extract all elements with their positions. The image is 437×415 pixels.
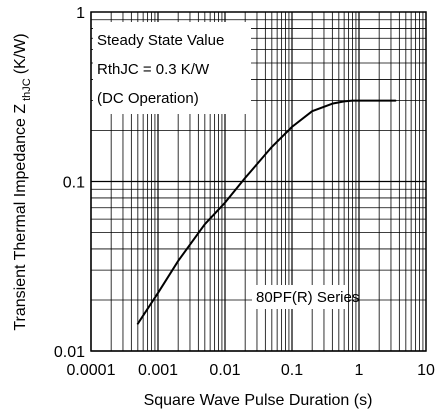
steady-state-box: [93, 22, 251, 114]
x-axis-title: Square Wave Pulse Duration (s): [144, 392, 373, 409]
dc-operation-annotation: (DC Operation): [97, 90, 199, 107]
x-tick-label: 0.001: [138, 362, 178, 379]
x-tick-label: 10: [417, 362, 435, 379]
plot-frame: [90, 11, 427, 352]
y-axis-title-subscript: thJC: [21, 78, 33, 101]
y-axis-title-unit: (K/W): [12, 33, 29, 74]
y-tick-label: 0.1: [63, 175, 85, 192]
series-line-0: [136, 99, 397, 325]
y-tick-labels: 0.01 0.1 1: [54, 5, 85, 361]
rthjc-annotation: RthJC = 0.3 K/W: [97, 61, 210, 78]
x-tick-label: 0.1: [281, 362, 303, 379]
x-tick-label: 0.01: [209, 362, 240, 379]
x-tick-labels: 0.0001 0.001 0.01 0.1 1 10: [67, 362, 435, 379]
series-label-box: [252, 285, 348, 309]
series-label: 80PF(R) Series: [256, 289, 359, 306]
y-axis-title-main: Transient Thermal Impedance Z: [12, 104, 29, 331]
y-tick-label: 1: [76, 5, 85, 22]
y-axis-title: Transient Thermal Impedance Z thJC (K/W): [12, 33, 33, 330]
steady-state-title: Steady State Value: [97, 32, 224, 49]
y-tick-label: 0.01: [54, 344, 85, 361]
x-tick-label: 0.0001: [67, 362, 116, 379]
x-tick-label: 1: [355, 362, 364, 379]
series-layer: [136, 99, 397, 325]
